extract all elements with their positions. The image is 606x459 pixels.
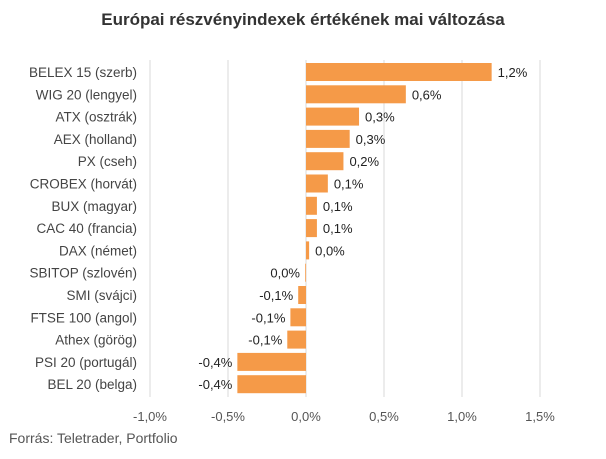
bar	[305, 263, 307, 282]
category-label: CAC 40 (francia)	[36, 221, 137, 236]
bar	[306, 241, 310, 260]
x-tick-label: 1,5%	[525, 409, 555, 424]
category-label: AEX (holland)	[54, 132, 137, 147]
data-label: 0,3%	[356, 132, 386, 147]
bar	[306, 174, 328, 193]
category-label: PSI 20 (portugál)	[35, 355, 137, 370]
bar-chart: BELEX 15 (szerb) WIG 20 (lengyel) ATX (osz…	[29, 60, 555, 424]
category-label: DAX (német)	[59, 243, 137, 258]
bars	[237, 63, 492, 394]
bar	[306, 129, 350, 148]
category-label: SBITOP (szlovén)	[29, 266, 137, 281]
data-label: 0,1%	[323, 221, 353, 236]
data-label: -0,1%	[248, 333, 282, 348]
data-label: 0,1%	[334, 177, 364, 192]
x-tick-label: -1,0%	[133, 409, 167, 424]
bar	[290, 308, 306, 327]
x-tick-label: 0,0%	[291, 409, 321, 424]
x-tick-label: -0,5%	[211, 409, 245, 424]
bar	[306, 107, 360, 126]
category-label: PX (cseh)	[78, 154, 137, 169]
x-tick-label: 1,0%	[447, 409, 477, 424]
bar	[298, 286, 306, 304]
category-label: WIG 20 (lengyel)	[36, 87, 137, 102]
data-label: -0,1%	[251, 310, 285, 325]
source-note: Forrás: Teletrader, Portfolio	[9, 430, 178, 446]
data-label: 0,3%	[365, 110, 395, 125]
category-label: BUX (magyar)	[51, 199, 137, 214]
bar	[237, 352, 306, 371]
data-label: 0,0%	[270, 266, 300, 281]
category-label: ATX (osztrák)	[55, 110, 137, 125]
category-label: CROBEX (horvát)	[30, 177, 137, 192]
category-label: FTSE 100 (angol)	[30, 310, 137, 325]
data-label: 0,0%	[315, 243, 345, 258]
category-label: BELEX 15 (szerb)	[29, 65, 137, 80]
bar	[306, 219, 317, 238]
bar	[237, 375, 306, 394]
bar	[306, 196, 317, 215]
x-tick-label: 0,5%	[369, 409, 399, 424]
x-axis-ticks: -1,0% -0,5% 0,0% 0,5% 1,0% 1,5%	[133, 409, 555, 424]
data-label: 0,6%	[412, 87, 442, 102]
data-label: -0,4%	[198, 355, 232, 370]
bar	[306, 63, 492, 81]
bar	[306, 85, 406, 104]
bar	[306, 152, 344, 171]
category-label: Athex (görög)	[55, 333, 137, 348]
category-label: BEL 20 (belga)	[47, 377, 137, 392]
data-label: -0,1%	[259, 288, 293, 303]
category-label: SMI (svájci)	[67, 288, 138, 303]
data-label: 1,2%	[498, 65, 528, 80]
category-labels: BELEX 15 (szerb) WIG 20 (lengyel) ATX (osz…	[29, 65, 137, 392]
chart-title: Európai részvényindexek értékének mai vá…	[101, 10, 505, 29]
data-label: -0,4%	[198, 377, 232, 392]
value-labels: 1,2% 0,6% 0,3% 0,3% 0,2% 0,1% 0,1% 0,1% 0,0% 0,0%…	[198, 65, 527, 392]
data-label: 0,1%	[323, 199, 353, 214]
bar	[287, 330, 306, 349]
data-label: 0,2%	[349, 154, 379, 169]
